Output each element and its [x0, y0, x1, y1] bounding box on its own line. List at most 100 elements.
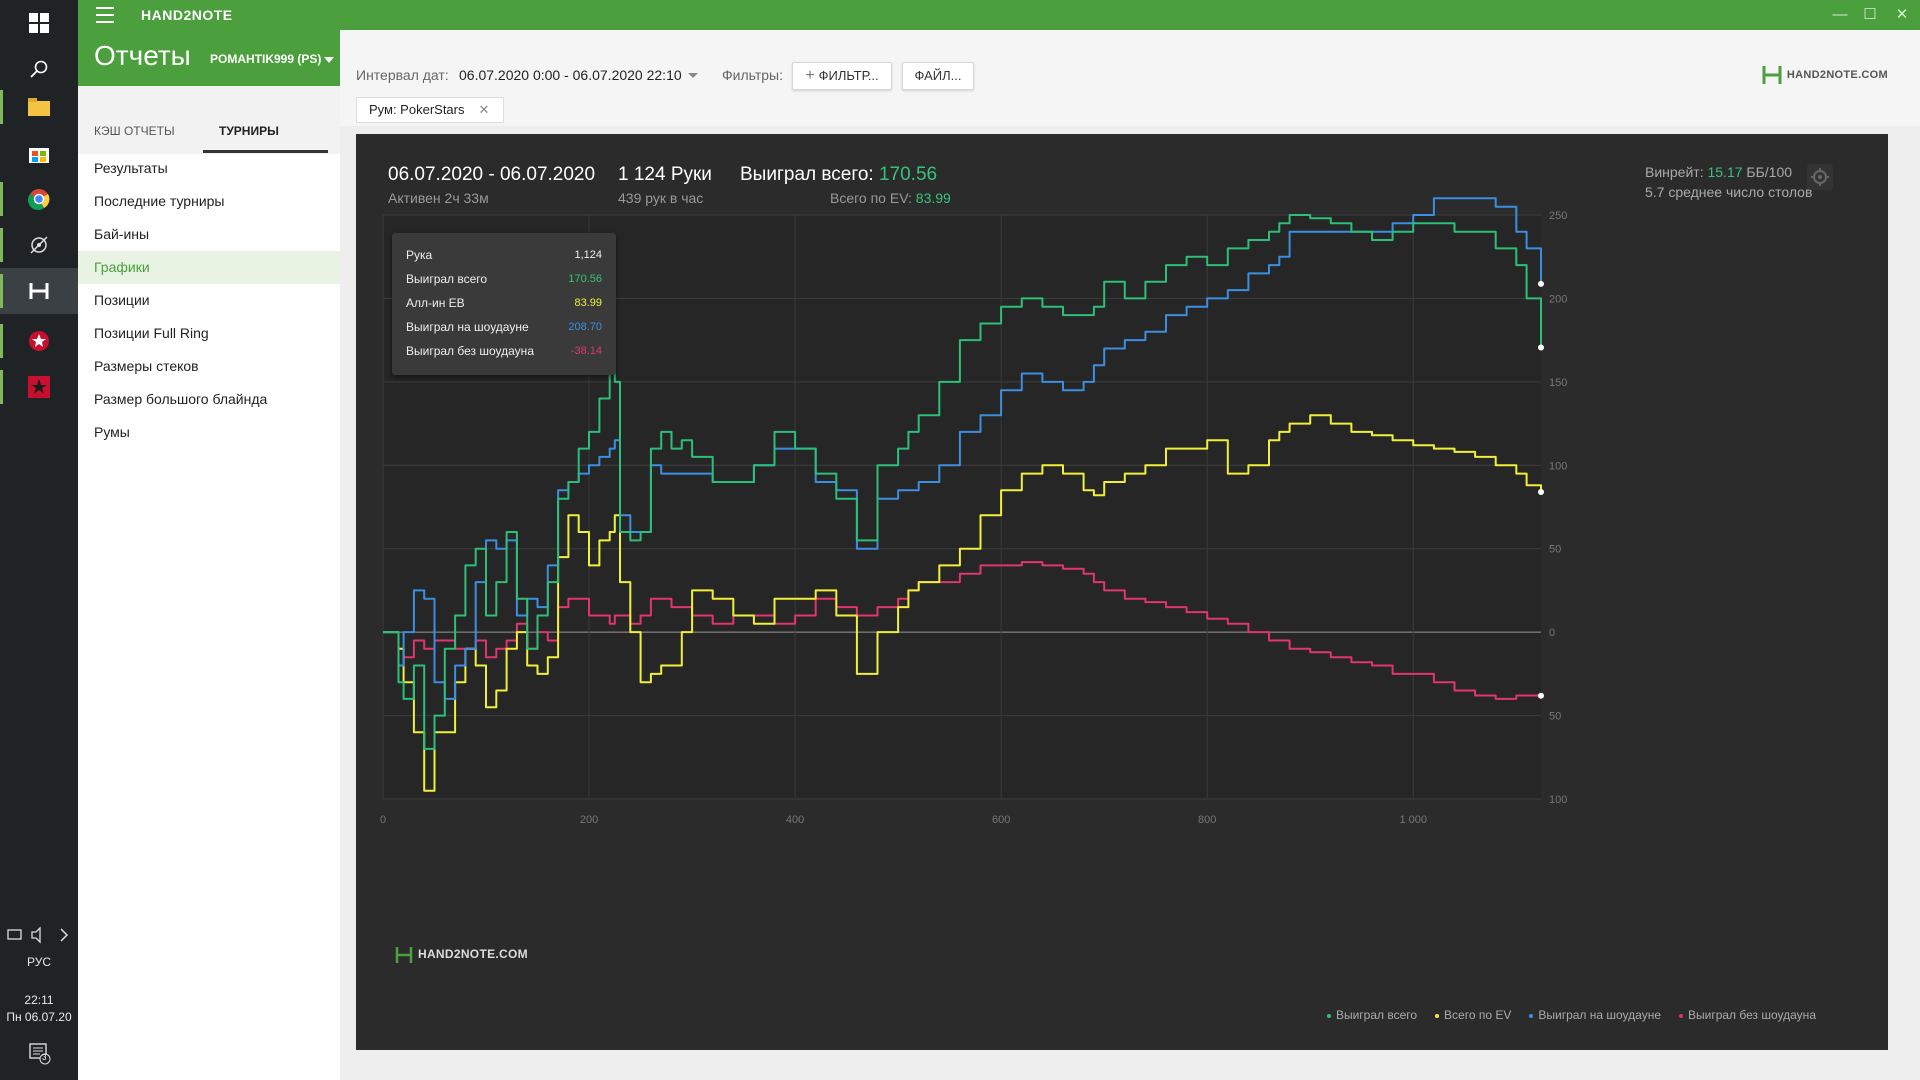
account-selector[interactable]: POMAHTIK999 (PS) [210, 52, 322, 66]
tooltip-label: Выиграл без шоудауна [406, 344, 534, 358]
legend-dot [1435, 1013, 1440, 1018]
summary-winrate: Винрейт: 15.17 ББ/100 [1645, 164, 1792, 180]
legend-item-nonshowdown[interactable]: Выиграл без шоудауна [1679, 1008, 1816, 1022]
y-tick-label: 150 [1549, 377, 1567, 389]
summary-ev: Всего по EV: 83.99 [830, 190, 951, 206]
file-button[interactable]: ФАЙЛ... [902, 62, 974, 90]
ev-value: 83.99 [915, 190, 951, 206]
legend-label: Выиграл на шоудауне [1538, 1008, 1661, 1022]
interval-label: Интервал дат: [356, 67, 449, 83]
app-title: HAND2NOTE [141, 7, 233, 23]
close-button[interactable]: ✕ [1895, 6, 1909, 23]
reports-sidebar: Отчеты POMAHTIK999 (PS) КЭШ ОТЧЕТЫ ТУРНИ… [78, 30, 340, 1080]
taskbar-pokerstars[interactable] [0, 318, 78, 364]
legend-item-total[interactable]: Выиграл всего [1326, 1008, 1417, 1022]
chevron-down-icon[interactable] [324, 57, 334, 63]
sidebar-item-recent-tournaments[interactable]: Последние турниры [94, 193, 225, 209]
system-tray [6, 925, 72, 945]
series-endpoint [1538, 692, 1544, 699]
summary-tables: 5.7 среднее число столов [1645, 184, 1813, 200]
taskbar-hand2note[interactable] [0, 268, 78, 314]
x-tick-label: 0 [380, 814, 386, 826]
date-interval-select[interactable]: 06.07.2020 0:00 - 06.07.2020 22:10 [459, 67, 682, 83]
legend-item-showdown[interactable]: Выиграл на шоудауне [1529, 1008, 1661, 1022]
sidebar-item-buyins[interactable]: Бай-ины [94, 226, 150, 242]
watermark-text: HAND2NOTE.COM [418, 947, 528, 962]
windows-taskbar: РУС 22:11 Пн 06.07.20 3 [0, 0, 78, 1080]
tooltip-value: 83.99 [574, 297, 602, 309]
start-button[interactable] [0, 0, 78, 46]
minimize-button[interactable]: — [1832, 6, 1848, 23]
ev-label: Всего по EV: [830, 190, 912, 206]
add-filter-button[interactable]: + ФИЛЬТР... [792, 62, 892, 90]
sidebar-item-big-blind-size[interactable]: Размер большого блайнда [94, 391, 268, 407]
y-tick-label: 200 [1549, 293, 1567, 305]
panel-header: Отчеты POMAHTIK999 (PS) [78, 30, 340, 86]
close-icon[interactable]: ✕ [478, 102, 490, 117]
y-tick-label: 50 [1549, 544, 1561, 556]
main-content: Интервал дат: 06.07.2020 0:00 - 06.07.20… [340, 30, 1920, 1080]
sidebar-item-results[interactable]: Результаты [94, 160, 168, 176]
clock-time[interactable]: 22:11 [24, 993, 54, 1007]
tooltip-label: Выиграл всего [406, 272, 488, 286]
taskbar-store[interactable] [0, 130, 78, 176]
series-endpoint [1538, 344, 1544, 351]
x-tick-label: 600 [992, 814, 1010, 826]
satellite-icon [30, 236, 48, 254]
room-filter-chip: Рум: PokerStars ✕ [356, 97, 505, 123]
y-tick-label: 0 [1549, 627, 1555, 639]
notification-count: 3 [42, 1053, 47, 1062]
sidebar-item-positions-full-ring[interactable]: Позиции Full Ring [94, 325, 209, 341]
folder-icon [28, 98, 50, 116]
summary-date-range: 06.07.2020 - 06.07.2020 [388, 164, 596, 185]
brand-text: HAND2NOTE.COM [1786, 68, 1888, 81]
tooltip-label: Выиграл на шоудауне [406, 320, 529, 334]
clock-date[interactable]: Пн 06.07.20 [6, 1010, 72, 1024]
winrate-value: 15.17 [1707, 164, 1743, 180]
tray-icons[interactable] [6, 925, 72, 945]
series-endpoint [1538, 488, 1544, 495]
hamburger-menu-icon[interactable] [96, 7, 114, 23]
maximize-button[interactable]: ☐ [1863, 6, 1877, 23]
won-label: Выиграл всего: [740, 164, 874, 185]
action-center-button[interactable]: 3 [29, 1043, 51, 1065]
sidebar-item-graphs[interactable]: Графики [78, 251, 340, 284]
summary-hands-rate: 439 рук в час [618, 190, 704, 206]
y-tick-label: 50 [1549, 711, 1561, 723]
legend-item-ev[interactable]: Всего по EV [1435, 1008, 1511, 1022]
search-button[interactable] [0, 46, 78, 92]
legend-label: Выиграл без шоудауна [1688, 1008, 1816, 1022]
y-tick-label: 250 [1549, 210, 1567, 222]
legend-dot [1529, 1013, 1534, 1018]
x-tick-label: 1 000 [1399, 814, 1427, 826]
summary-active-time: Активен 2ч 33м [388, 190, 489, 206]
taskbar-satellite-app[interactable] [0, 222, 78, 268]
tooltip-value: 1,124 [574, 249, 602, 261]
notifications-icon [29, 1043, 51, 1065]
taskbar-chrome[interactable] [0, 176, 78, 222]
chart-tooltip: Рука 1,124 Выиграл всего 170.56 Алл-ин ЕВ 8… [392, 233, 616, 375]
keyboard-language[interactable]: РУС [26, 955, 52, 969]
x-tick-label: 400 [786, 814, 804, 826]
tooltip-row-total: Выиграл всего 170.56 [406, 267, 602, 291]
filter-bar: Интервал дат: 06.07.2020 0:00 - 06.07.20… [340, 30, 1920, 126]
legend-dot [1326, 1013, 1331, 1018]
chevron-down-icon[interactable] [688, 73, 698, 78]
taskbar-red-star-app[interactable] [0, 364, 78, 410]
sidebar-item-stack-sizes[interactable]: Размеры стеков [94, 358, 199, 374]
tab-tournaments[interactable]: ТУРНИРЫ [219, 124, 279, 138]
store-icon [29, 148, 49, 163]
tooltip-value: 170.56 [568, 273, 602, 285]
graph-card: 100 50 0 50 100 150 200 250 0 200 400 600 800 1 000 0… [356, 134, 1888, 1050]
report-tabs: КЭШ ОТЧЕТЫ ТУРНИРЫ [78, 86, 340, 154]
sidebar-item-positions[interactable]: Позиции [94, 292, 150, 308]
won-value: 170.56 [878, 164, 938, 185]
red-star-icon [28, 376, 50, 398]
tooltip-row-ev: Алл-ин ЕВ 83.99 [406, 291, 602, 315]
taskbar-explorer[interactable] [0, 84, 78, 130]
tab-cash-reports[interactable]: КЭШ ОТЧЕТЫ [94, 124, 175, 138]
tooltip-row-nonshowdown: Выиграл без шоудауна -38.14 [406, 339, 602, 363]
app-titlebar: HAND2NOTE — ☐ ✕ [78, 0, 1920, 30]
sidebar-item-rooms[interactable]: Румы [94, 424, 130, 440]
chart-settings-button[interactable] [1807, 164, 1833, 190]
